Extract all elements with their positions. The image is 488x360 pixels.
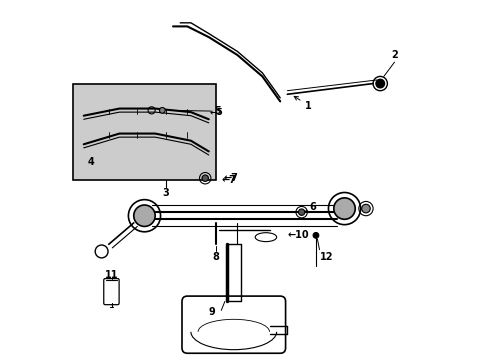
Circle shape — [361, 204, 369, 213]
Circle shape — [159, 108, 165, 113]
Text: 8: 8 — [212, 252, 219, 262]
Text: 2: 2 — [390, 50, 397, 60]
Text: 6: 6 — [308, 202, 315, 212]
Text: ←7: ←7 — [223, 173, 238, 183]
Circle shape — [312, 233, 318, 238]
Circle shape — [298, 209, 304, 215]
Text: 4: 4 — [87, 157, 94, 167]
Ellipse shape — [255, 233, 276, 242]
Text: 9: 9 — [208, 307, 215, 317]
FancyBboxPatch shape — [103, 279, 119, 305]
Circle shape — [375, 79, 384, 88]
Text: 3: 3 — [162, 188, 169, 198]
Circle shape — [202, 175, 208, 181]
FancyBboxPatch shape — [182, 296, 285, 353]
Circle shape — [134, 205, 155, 226]
Text: 11: 11 — [104, 270, 118, 280]
Text: ←7: ←7 — [221, 175, 236, 185]
FancyBboxPatch shape — [73, 84, 216, 180]
Text: 5: 5 — [214, 106, 221, 116]
Text: 1: 1 — [294, 96, 311, 111]
Circle shape — [333, 198, 354, 219]
Text: ←10: ←10 — [287, 230, 308, 240]
Text: ←5: ←5 — [209, 108, 223, 117]
Text: 12: 12 — [319, 252, 333, 262]
